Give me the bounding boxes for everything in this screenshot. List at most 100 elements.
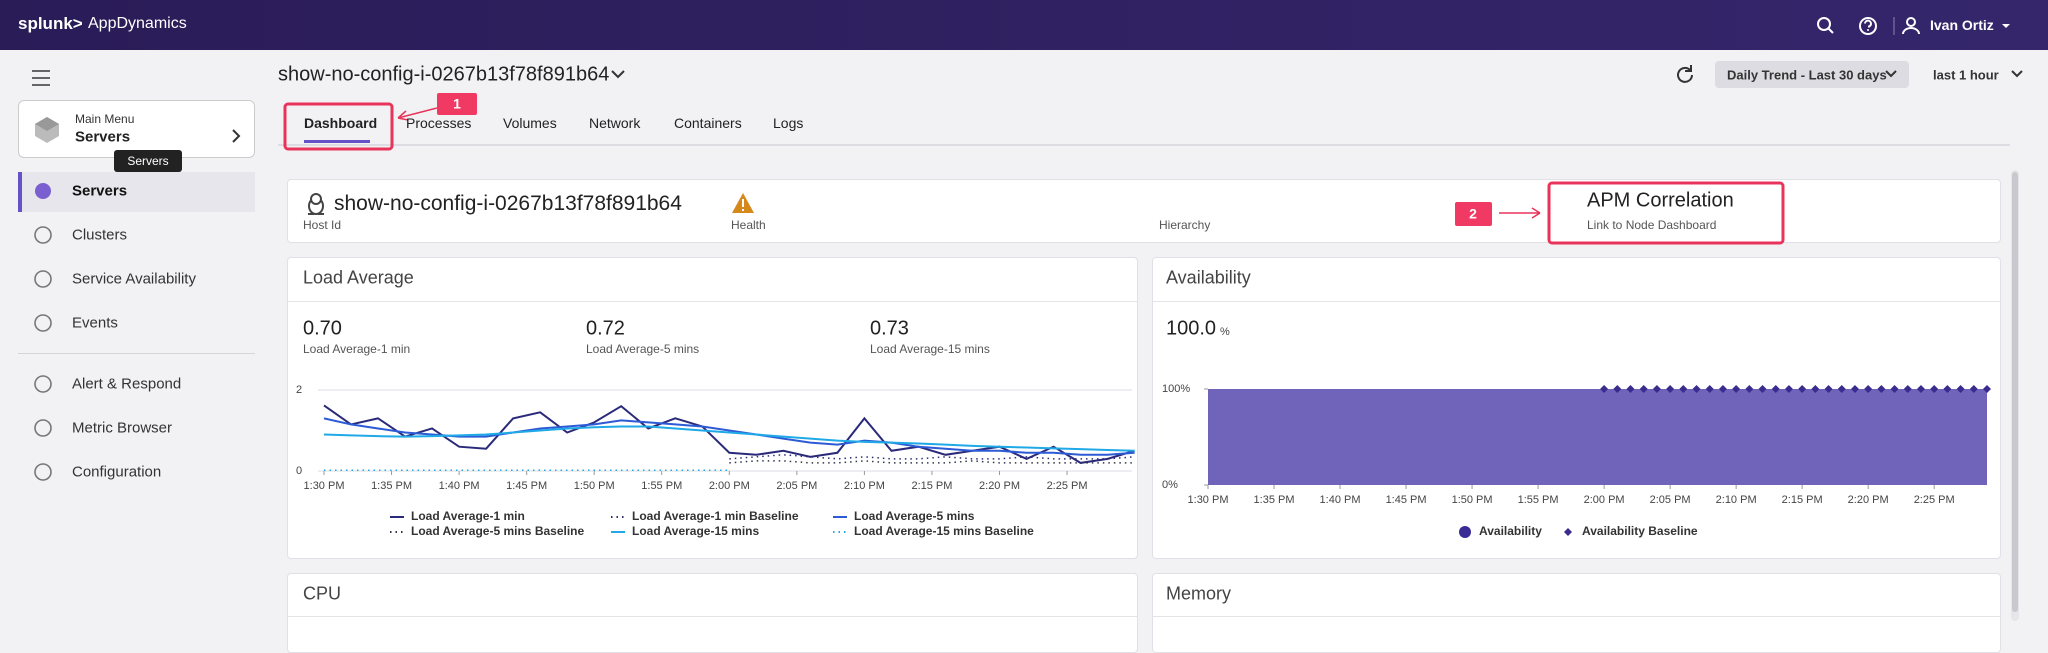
- tab[interactable]: Dashboard: [304, 115, 378, 131]
- metric-label: Load Average-5 mins: [586, 342, 700, 356]
- x-tick-label: 2:10 PM: [844, 480, 885, 492]
- x-tick-label: 2:20 PM: [1848, 494, 1889, 506]
- apm-link[interactable]: Link to Node Dashboard: [1587, 218, 1717, 232]
- linux-icon: [308, 193, 324, 215]
- nav-item[interactable]: Alert & Respond: [72, 375, 182, 393]
- card-divider: [288, 616, 1137, 617]
- y-tick-label: 0%: [1162, 479, 1178, 491]
- x-tick-label: 2:10 PM: [1716, 494, 1757, 506]
- nav-item[interactable]: Service Availability: [72, 270, 196, 288]
- baseline-point: [1652, 385, 1661, 393]
- baseline-point: [1745, 385, 1754, 393]
- series-line: [323, 417, 1135, 456]
- x-tick-label: 1:55 PM: [1518, 494, 1559, 506]
- product[interactable]: AppDynamics: [88, 15, 187, 32]
- baseline-point: [1983, 385, 1991, 393]
- legend-marker: [1459, 526, 1471, 538]
- tab[interactable]: Containers: [674, 115, 742, 131]
- x-tick-label: 1:30 PM: [304, 480, 345, 492]
- annotation-badge: [1455, 202, 1492, 226]
- apm-title[interactable]: APM Correlation: [1587, 189, 1734, 212]
- card-title: CPU: [303, 583, 342, 604]
- series-line: [323, 404, 1135, 464]
- hamburger[interactable]: [30, 68, 54, 88]
- baseline-point: [1718, 385, 1727, 393]
- nav-item[interactable]: Events: [72, 314, 118, 332]
- main-menu-value: Servers: [75, 128, 131, 146]
- refresh-icon[interactable]: [1673, 63, 1697, 87]
- tab[interactable]: Volumes: [503, 115, 557, 131]
- annotation-badge: [437, 93, 477, 115]
- tab[interactable]: Logs: [773, 115, 804, 131]
- baseline-point: [1758, 385, 1767, 393]
- x-tick-label: 2:00 PM: [709, 480, 750, 492]
- legend-label: Load Average-1 min Baseline: [632, 509, 799, 523]
- legend-label: Load Average-15 mins: [632, 524, 759, 538]
- nav-icon: [34, 375, 52, 393]
- baseline-point: [1705, 385, 1714, 393]
- x-tick-label: 1:55 PM: [641, 480, 682, 492]
- availability-unit: %: [1220, 326, 1230, 338]
- x-tick-label: 1:40 PM: [1320, 494, 1361, 506]
- legend-marker: [1564, 528, 1572, 536]
- legend-label: Availability: [1479, 524, 1542, 538]
- y-tick-label: 0: [296, 465, 302, 477]
- baseline-point: [1784, 385, 1793, 393]
- main-menu[interactable]: [18, 100, 255, 158]
- legend-label: Availability Baseline: [1582, 524, 1698, 538]
- nav-item[interactable]: Servers: [72, 182, 128, 200]
- nav-icon: [34, 419, 52, 437]
- series-line: [323, 425, 1135, 452]
- load-card: [287, 257, 1138, 559]
- tab[interactable]: Processes: [406, 115, 472, 131]
- nav-item[interactable]: Configuration: [72, 463, 162, 481]
- baseline-point: [1692, 385, 1701, 393]
- search-icon[interactable]: [1817, 17, 1834, 34]
- trend-button[interactable]: [1715, 61, 1909, 88]
- servers-hex-icon: [35, 117, 59, 143]
- hierarchy-label: Hierarchy: [1159, 218, 1211, 232]
- legend-label: Load Average-1 min: [411, 509, 525, 523]
- series-line: [729, 460, 1135, 464]
- time-window[interactable]: last 1 hour: [1933, 67, 1999, 83]
- title-caret[interactable]: [610, 68, 626, 82]
- baseline-point: [1943, 385, 1952, 393]
- y-tick-label: 100%: [1162, 383, 1190, 395]
- baseline-point: [1732, 385, 1741, 393]
- user-caret[interactable]: [2002, 24, 2010, 28]
- x-tick-label: 2:25 PM: [1047, 480, 1088, 492]
- legend-label: Load Average-5 mins: [854, 509, 975, 523]
- user-icon[interactable]: [1902, 17, 1920, 35]
- trend-caret: [1885, 70, 1897, 78]
- help-icon[interactable]: [1859, 17, 1877, 35]
- host-card: [287, 179, 2001, 243]
- baseline-point: [1639, 385, 1648, 393]
- nav-item[interactable]: Clusters: [72, 226, 128, 244]
- baseline-point: [1956, 385, 1965, 393]
- nav-item[interactable]: Metric Browser: [72, 419, 173, 437]
- scrollbar[interactable]: [2011, 170, 2019, 621]
- baseline-point: [1850, 385, 1859, 393]
- nav-icon: [34, 463, 52, 481]
- metric-value: 0.73: [870, 317, 909, 340]
- y-tick-label: 2: [296, 384, 302, 396]
- card-divider: [1153, 301, 2000, 302]
- nav-icon: [34, 226, 52, 244]
- scroll-thumb[interactable]: [2012, 172, 2018, 612]
- x-tick-label: 1:45 PM: [506, 480, 547, 492]
- metric-value: 0.72: [586, 317, 625, 340]
- tooltip: Servers: [114, 150, 182, 172]
- baseline-point: [1930, 385, 1939, 393]
- card-divider: [1153, 616, 2000, 617]
- brand[interactable]: splunk>: [18, 14, 83, 33]
- x-tick-label: 2:20 PM: [979, 480, 1020, 492]
- annotation-number: 2: [1469, 206, 1477, 222]
- baseline-point: [1613, 385, 1622, 393]
- tab[interactable]: Network: [589, 115, 641, 131]
- baseline-point: [1837, 385, 1846, 393]
- baseline-point: [1969, 385, 1978, 393]
- baseline-point: [1626, 385, 1635, 393]
- availability-value: 100.0: [1166, 317, 1217, 340]
- user-name[interactable]: Ivan Ortiz: [1930, 17, 1994, 33]
- nav-icon: [34, 314, 52, 332]
